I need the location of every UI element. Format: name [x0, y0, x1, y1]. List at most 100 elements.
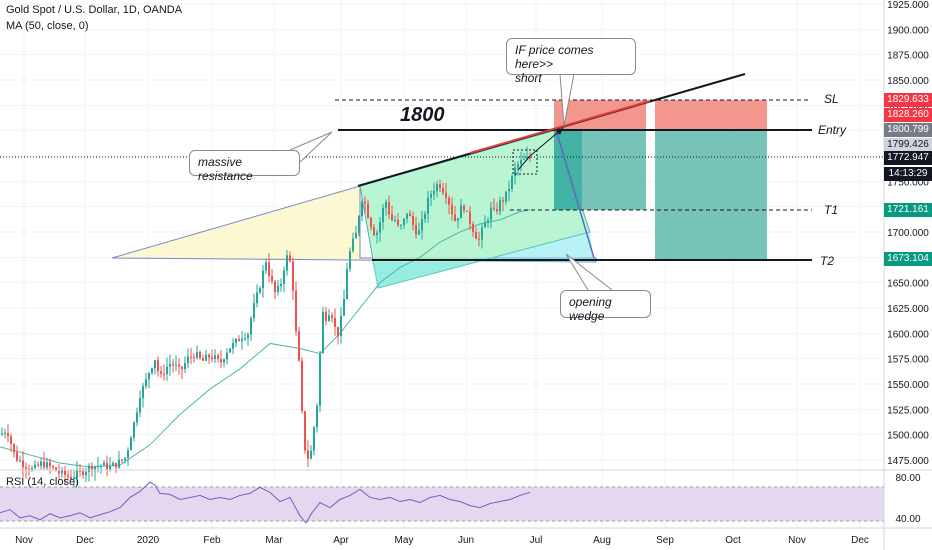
time-tick-label: Aug [593, 535, 611, 546]
candle-down [10, 436, 12, 445]
candle-up [253, 303, 255, 319]
candle-up [379, 222, 381, 233]
callout-opening-wedge: opening wedge [560, 290, 651, 323]
candle-down [298, 331, 300, 361]
candle-down [466, 210, 468, 212]
candle-down [208, 354, 210, 358]
trendline-red-segment [469, 100, 651, 154]
candle-down [64, 470, 66, 476]
candle-up [286, 255, 288, 271]
axis-tag-1828: 1828.260 [884, 108, 932, 122]
projection-arrow [517, 127, 564, 171]
time-tick-label: Dec [851, 535, 869, 546]
candle-down [415, 224, 417, 235]
time-axis[interactable]: Nov Dec 2020 Feb Mar Apr May Jun Jul Aug Sep Oct Nov… [15, 535, 869, 546]
candle-down [58, 471, 60, 474]
rsi-line [0, 481, 531, 524]
time-tick-label: Nov [15, 535, 33, 546]
candle-up [100, 465, 102, 467]
candle-up [46, 462, 48, 468]
candle-down [193, 356, 195, 358]
price-tick-label: 1575.000 [887, 355, 929, 366]
candle-down [331, 315, 333, 319]
candle-down [49, 462, 51, 467]
candle-up [490, 207, 492, 221]
candle-down [325, 311, 327, 321]
candle-down [439, 184, 441, 189]
ma-legend[interactable]: MA (50, close, 0) [6, 20, 89, 32]
rsi-series [0, 481, 531, 524]
price-tick-label: 1650.000 [887, 279, 929, 290]
candle-up [523, 159, 525, 161]
candle-down [364, 201, 366, 204]
candle-up [406, 213, 408, 219]
candle-down [271, 276, 273, 282]
candle-down [55, 467, 57, 472]
projection-box [512, 149, 538, 175]
candle-down [274, 281, 276, 293]
candle-up [133, 422, 135, 438]
target-zone-2 [655, 130, 767, 260]
axis-tag-current-price: 1772.947 [884, 151, 932, 165]
price-tick-label: 1925.000 [887, 0, 929, 11]
candle-down [82, 471, 84, 476]
rsi-tick-label: 40.00 [895, 514, 920, 525]
candle-up [34, 464, 36, 469]
t1-label: T1 [824, 203, 839, 217]
candle-up [319, 353, 321, 406]
time-tick-label: Sep [656, 535, 674, 546]
candle-down [67, 475, 69, 477]
candle-up [94, 466, 96, 471]
candle-up [214, 355, 216, 360]
candle-up [175, 364, 177, 366]
candle-up [97, 465, 99, 467]
price-tick-label: 1600.000 [887, 329, 929, 340]
candle-down [190, 356, 192, 358]
candle-up [262, 270, 264, 289]
candle-up [421, 219, 423, 231]
rsi-legend[interactable]: RSI (14, close) [6, 476, 79, 488]
candle-up [226, 352, 228, 360]
rsi-axis: 80.00 40.00 [895, 473, 920, 525]
price-tick-label: 1500.000 [887, 431, 929, 442]
candle-down [442, 188, 444, 193]
candle-down [202, 357, 204, 361]
candle-up [403, 218, 405, 226]
candle-down [367, 203, 369, 218]
candle-up [76, 470, 78, 478]
candle-up [118, 459, 120, 468]
candle-up [148, 372, 150, 380]
candle-down [496, 208, 498, 212]
candle-up [430, 194, 432, 198]
candle-up [250, 318, 252, 335]
candle-up [376, 232, 378, 236]
price-tick-label: 1900.000 [887, 25, 929, 36]
candle-down [337, 326, 339, 337]
candle-up [505, 191, 507, 202]
callout-opening-wedge-text: opening wedge [569, 295, 612, 323]
candle-down [268, 262, 270, 277]
candle-up [166, 366, 168, 374]
candle-up [520, 160, 522, 165]
price-axis[interactable]: 1475.000 1500.000 1525.000 1550.000 1575.000… [887, 0, 929, 467]
candle-up [154, 360, 156, 369]
candle-up [145, 379, 147, 387]
candle-down [475, 232, 477, 239]
candle-down [478, 238, 480, 240]
candle-up [31, 468, 33, 471]
symbol-legend[interactable]: Gold Spot / U.S. Dollar, 1D, OANDA [6, 4, 183, 16]
candle-up [517, 164, 519, 168]
candle-down [13, 444, 15, 453]
candle-down [334, 318, 336, 327]
candle-up [205, 354, 207, 361]
candle-up [259, 288, 261, 293]
candle-up [457, 218, 459, 221]
price-tick-label: 1550.000 [887, 380, 929, 391]
candle-down [502, 200, 504, 202]
candle-down [199, 351, 201, 358]
candle-up [460, 205, 462, 219]
candle-down [454, 214, 456, 221]
wedge-right-edge [555, 129, 595, 259]
candle-up [382, 207, 384, 223]
